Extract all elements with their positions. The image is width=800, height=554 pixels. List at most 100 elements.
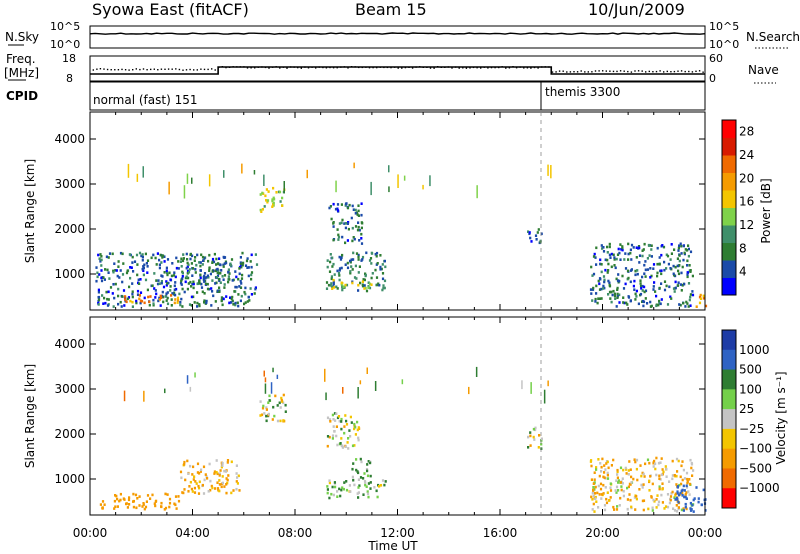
power-cell: [220, 269, 223, 272]
colorbar-swatch: [722, 225, 736, 243]
velocity-cell: [362, 477, 365, 480]
power-cell: [606, 271, 609, 274]
nsearch-tick-bottom: 10^0: [709, 38, 739, 51]
power-cell: [172, 274, 176, 277]
power-cell: [384, 265, 387, 269]
nave-point: [569, 71, 572, 73]
power-cell: [171, 262, 174, 265]
power-cell: [104, 301, 107, 305]
power-cell: [186, 272, 189, 275]
power-cell: [210, 287, 213, 290]
power-cell: [159, 304, 162, 307]
nave-point: [519, 66, 521, 68]
nave-point: [548, 66, 550, 68]
power-cell: [198, 303, 201, 306]
power-cell: [158, 258, 161, 262]
power-cell: [273, 197, 276, 201]
velocity-cell: [365, 468, 369, 471]
colorbar-swatch: [722, 389, 736, 410]
velocity-cell: [673, 509, 677, 512]
power-cell: [186, 258, 189, 261]
velocity-cell: [235, 487, 238, 491]
power-cell: [644, 260, 647, 263]
velocity-cell: [671, 477, 674, 481]
velocity-cell: [468, 386, 470, 395]
velocity-cell: [602, 492, 605, 495]
power-cell: [253, 292, 256, 295]
power-cell: [96, 275, 99, 279]
power-cell: [330, 282, 333, 285]
nave-point: [200, 68, 202, 70]
power-cell: [229, 301, 233, 304]
velocity-cell: [373, 486, 376, 489]
velocity-cell: [591, 491, 594, 495]
velocity-cell: [620, 485, 623, 488]
velocity-cell: [194, 372, 196, 378]
velocity-cell: [600, 470, 603, 473]
nave-point: [300, 67, 302, 69]
power-cell: [632, 284, 635, 288]
velocity-cell: [331, 485, 334, 489]
power-cell: [346, 239, 349, 242]
power-cell: [378, 283, 381, 287]
power-cell: [599, 262, 602, 266]
power-cell: [212, 294, 215, 298]
power-cell: [160, 281, 163, 285]
nave-point: [386, 66, 389, 69]
power-cell: [108, 252, 112, 255]
velocity-cell: [606, 460, 609, 464]
power-cell: [621, 246, 624, 250]
velocity-cell: [174, 495, 178, 498]
power-cell: [691, 290, 694, 293]
velocity-cell: [621, 482, 624, 485]
power-cell: [338, 255, 341, 259]
power-cell: [223, 262, 226, 265]
nave-point: [171, 68, 173, 70]
power-cell: [266, 199, 270, 202]
nave-point: [419, 66, 421, 68]
velocity-cell: [530, 382, 532, 394]
velocity-cell: [682, 468, 685, 472]
power-cell: [194, 271, 197, 274]
power-cell: [332, 280, 335, 283]
velocity-cell: [202, 492, 206, 495]
nave-point: [677, 70, 679, 72]
power-cell: [360, 232, 363, 236]
power-cell: [187, 282, 190, 285]
power-cell: [142, 269, 145, 272]
power-cell: [220, 299, 223, 303]
power-cell: [264, 194, 267, 198]
velocity-cell: [692, 510, 695, 513]
velocity-cell: [599, 462, 602, 465]
velocity-cell: [655, 473, 658, 477]
velocity-cell: [207, 490, 210, 493]
velocity-cell: [154, 504, 157, 508]
power-cell: [355, 252, 359, 255]
power-cell: [218, 272, 221, 275]
power-cell: [190, 285, 193, 288]
power-cell: [121, 273, 125, 276]
power-cell: [354, 212, 357, 215]
power-cell: [341, 235, 344, 239]
nave-point: [340, 66, 342, 68]
nave-point: [541, 66, 543, 68]
nave-point: [627, 70, 629, 73]
velocity-cell: [348, 429, 351, 432]
power-cell: [641, 284, 644, 288]
nave-point: [598, 70, 600, 72]
velocity-cell: [655, 498, 658, 501]
power-cell: [642, 304, 645, 308]
velocity-cell: [662, 470, 665, 474]
nave-point: [393, 66, 396, 68]
power-cell: [106, 304, 110, 307]
velocity-cell: [657, 500, 661, 504]
power-cell: [604, 268, 607, 272]
power-cell: [658, 256, 661, 259]
power-cell: [360, 242, 364, 245]
power-cell: [227, 280, 230, 284]
power-cell: [166, 282, 169, 285]
velocity-cell: [682, 509, 685, 512]
power-cell: [679, 283, 682, 286]
velocity-cell: [615, 491, 618, 494]
power-cell: [619, 258, 622, 261]
